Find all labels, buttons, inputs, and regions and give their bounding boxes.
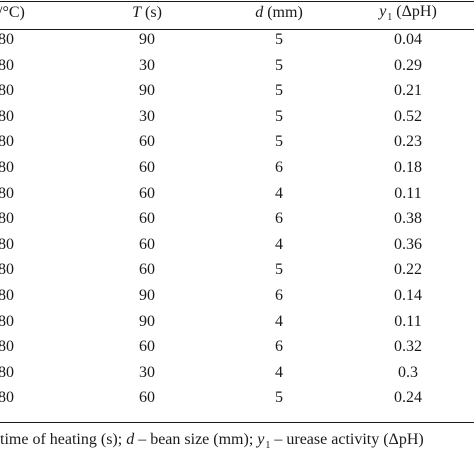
table-footnote: time of heating (s); d – bean size (mm);… [0, 431, 424, 451]
cell-time: 30 [139, 56, 155, 74]
cell-urease-activity: 0.11 [394, 312, 422, 330]
cell-bean-size: 5 [275, 56, 283, 74]
cell-time: 30 [139, 363, 155, 381]
header-urease-activity: y1 (ΔpH) [379, 3, 437, 23]
cell-urease-activity: 0.14 [394, 287, 422, 304]
cell-bean-size: 6 [275, 287, 283, 304]
cell-time: 60 [139, 235, 155, 253]
cell-temperature: 80 [0, 82, 14, 100]
cell-urease-activity: 0.36 [394, 235, 422, 253]
cell-temperature: 80 [0, 56, 14, 74]
cell-temperature: 80 [0, 107, 14, 125]
cell-time: 90 [139, 31, 155, 48]
cell-time: 90 [139, 287, 155, 304]
header-time: T (s) [132, 4, 162, 21]
cell-urease-activity: 0.22 [394, 261, 422, 279]
cell-bean-size: 5 [275, 389, 283, 407]
cell-bean-size: 6 [275, 210, 283, 228]
cell-bean-size: 4 [275, 235, 283, 253]
cell-time: 60 [139, 133, 155, 151]
cell-bean-size: 5 [275, 261, 283, 279]
cell-urease-activity: 0.52 [394, 107, 422, 125]
cell-temperature: 80 [0, 312, 14, 330]
cell-temperature: 80 [0, 338, 14, 356]
cell-bean-size: 5 [275, 107, 283, 125]
cell-bean-size: 5 [275, 133, 283, 151]
cell-urease-activity: 0.18 [394, 159, 422, 176]
cell-temperature: 80 [0, 363, 14, 381]
cell-urease-activity: 0.23 [394, 133, 422, 151]
cell-time: 60 [139, 261, 155, 279]
cell-time: 90 [139, 312, 155, 330]
cell-bean-size: 5 [275, 31, 283, 48]
table-top-rule [0, 1, 474, 3]
cell-bean-size: 5 [275, 82, 283, 100]
cell-urease-activity: 0.24 [394, 389, 422, 407]
cell-bean-size: 4 [275, 184, 283, 202]
cell-time: 60 [139, 210, 155, 228]
cell-time: 60 [139, 338, 155, 356]
cell-urease-activity: 0.32 [394, 338, 422, 356]
cell-time: 90 [139, 82, 155, 100]
cell-bean-size: 6 [275, 338, 283, 356]
cell-bean-size: 4 [275, 363, 283, 381]
cell-temperature: 80 [0, 389, 14, 407]
cell-temperature: 80 [0, 159, 14, 176]
cell-urease-activity: 0.11 [394, 184, 422, 202]
table-bottom-rule [0, 422, 474, 424]
cell-temperature: 80 [0, 235, 14, 253]
cell-temperature: 80 [0, 210, 14, 228]
cell-temperature: 80 [0, 31, 14, 48]
cell-temperature: 80 [0, 287, 14, 304]
cell-urease-activity: 0.38 [394, 210, 422, 228]
table-header-rule [0, 29, 474, 30]
cell-urease-activity: 0.04 [394, 31, 422, 48]
cell-urease-activity: 0.21 [394, 82, 422, 100]
cell-urease-activity: 0.3 [398, 363, 418, 381]
cell-time: 60 [139, 184, 155, 202]
cell-urease-activity: 0.29 [394, 56, 422, 74]
cell-bean-size: 4 [275, 312, 283, 330]
cell-temperature: 80 [0, 261, 14, 279]
cell-bean-size: 6 [275, 159, 283, 176]
cell-temperature: 80 [0, 184, 14, 202]
cell-time: 60 [139, 159, 155, 176]
cell-time: 60 [139, 389, 155, 407]
cell-temperature: 80 [0, 133, 14, 151]
cell-time: 30 [139, 107, 155, 125]
header-bean-size: d (mm) [255, 4, 303, 21]
header-temperature: /°C) [0, 4, 25, 21]
